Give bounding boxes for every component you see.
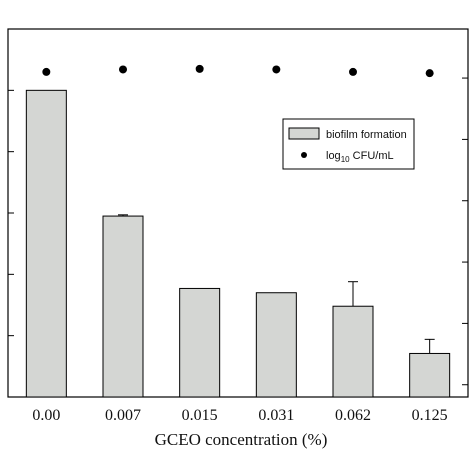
error-bars	[118, 214, 435, 354]
bar	[179, 287, 221, 398]
x-tick-label: 0.125	[412, 407, 448, 424]
bars	[25, 89, 451, 398]
data-point	[272, 65, 281, 74]
legend-box	[282, 118, 415, 170]
x-axis-title: GCEO concentration (%)	[155, 430, 328, 449]
legend-dot-swatch	[301, 152, 307, 158]
data-point	[42, 67, 51, 76]
bar	[25, 89, 67, 398]
legend-dot-label-suffix: CFU/mL	[350, 150, 394, 162]
legend-dot-label: log10 CFU/mL	[326, 150, 394, 164]
data-point	[195, 64, 204, 73]
bar	[255, 292, 297, 398]
points	[42, 64, 434, 78]
x-tick-label: 0.00	[32, 407, 60, 424]
x-tick-label: 0.015	[182, 407, 218, 424]
bar	[409, 352, 451, 398]
x-tick-labels: 0.00 0.007 0.015 0.031 0.062 0.125	[32, 407, 447, 424]
x-tick-label: 0.062	[335, 407, 371, 424]
data-point	[349, 67, 357, 76]
plot-frame	[7, 28, 469, 398]
legend: biofilm formation log10 CFU/mL	[282, 118, 415, 170]
plot-border	[7, 28, 469, 398]
legend-dot-label-sub: 10	[341, 155, 350, 164]
ticks	[8, 28, 468, 398]
x-tick-label: 0.007	[105, 407, 141, 424]
legend-dot-label-prefix: log	[326, 150, 341, 162]
x-tick-label: 0.031	[258, 407, 294, 424]
data-point	[119, 65, 127, 74]
bar	[332, 305, 374, 398]
data-point	[425, 69, 434, 78]
legend-bar-label: biofilm formation	[326, 129, 407, 141]
legend-bar-swatch	[288, 127, 320, 140]
bar	[102, 215, 144, 398]
